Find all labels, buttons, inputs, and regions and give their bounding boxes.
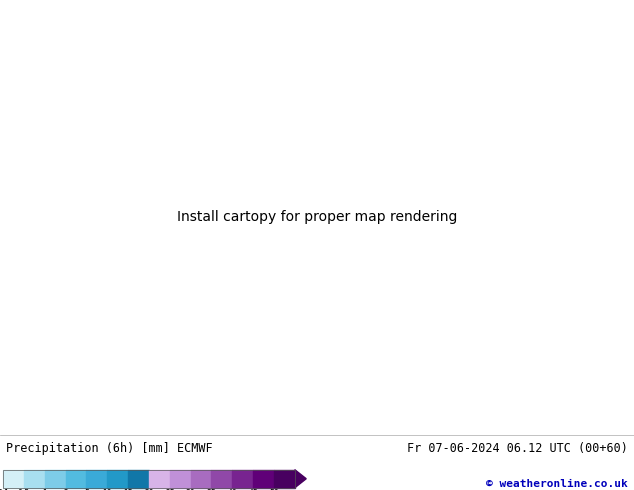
Bar [212,470,232,488]
Text: © weatheronline.co.uk: © weatheronline.co.uk [486,479,628,489]
Bar [3,470,295,488]
Text: Install cartopy for proper map rendering: Install cartopy for proper map rendering [177,210,457,224]
Bar [149,470,170,488]
Bar [232,470,253,488]
Polygon shape [295,470,306,488]
Bar [128,470,149,488]
Bar [170,470,191,488]
Text: Fr 07-06-2024 06.12 UTC (00+60): Fr 07-06-2024 06.12 UTC (00+60) [407,442,628,455]
Bar [274,470,295,488]
Bar [253,470,274,488]
Text: Precipitation (6h) [mm] ECMWF: Precipitation (6h) [mm] ECMWF [6,442,213,455]
Bar [107,470,128,488]
Bar [45,470,66,488]
Bar [24,470,45,488]
Bar [86,470,107,488]
Bar [3,470,24,488]
Bar [66,470,86,488]
Bar [191,470,212,488]
